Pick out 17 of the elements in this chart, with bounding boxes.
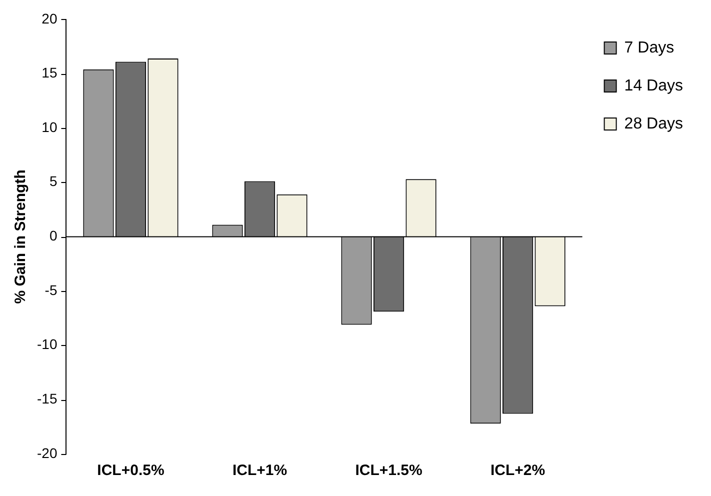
y-tick-label: 15	[42, 64, 58, 81]
legend-label: 28 Days	[624, 115, 684, 132]
legend-label: 14 Days	[624, 77, 684, 94]
x-tick-label: ICL+1.5%	[355, 462, 422, 480]
y-tick-label: 0	[49, 228, 58, 244]
x-tick-label: ICL+1%	[232, 462, 288, 480]
x-tick-label: ICL+0.5%	[97, 462, 164, 480]
y-tick-label: -20	[37, 444, 58, 461]
y-tick-label: 20	[42, 10, 58, 26]
y-axis-title: % Gain in Strength	[12, 170, 30, 304]
x-tick-label: ICL+2%	[490, 462, 546, 480]
y-tick-label: -5	[44, 282, 58, 298]
legend-label: 7 Days	[624, 39, 674, 56]
y-tick-label: 5	[49, 173, 58, 190]
y-tick-label: 10	[42, 118, 58, 135]
y-tick-label: -15	[37, 390, 58, 407]
y-tick-label: -10	[37, 336, 58, 352]
